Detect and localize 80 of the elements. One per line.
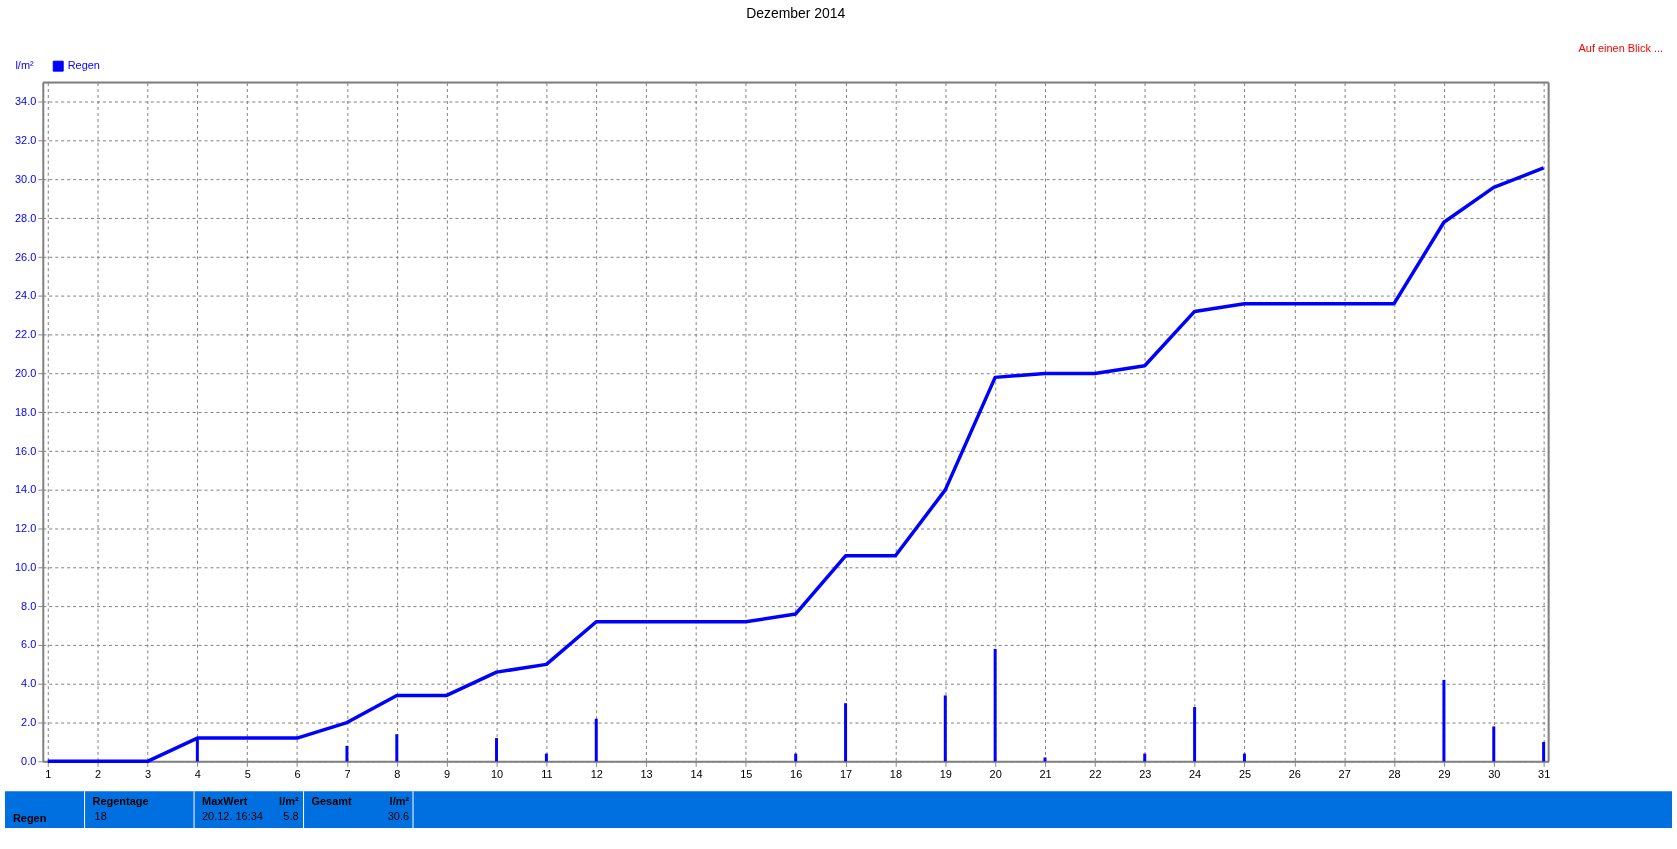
x-tick-label: 15 <box>740 767 753 780</box>
x-tick-label: 21 <box>1039 767 1052 780</box>
text: MaxWert <box>202 795 248 808</box>
x-tick-label: 5 <box>244 767 251 780</box>
x-tick-label: 7 <box>344 767 351 780</box>
bar <box>495 738 499 762</box>
x-tick-label: 26 <box>1288 767 1301 780</box>
chart-title: Dezember 2014 <box>746 4 846 21</box>
bar <box>1193 707 1197 762</box>
x-tick-label: 16 <box>790 767 803 780</box>
x-tick-label: 30 <box>1488 767 1501 780</box>
text: Regentage <box>92 795 149 808</box>
y-tick-label: 22.0 <box>15 328 37 341</box>
bar <box>594 718 598 762</box>
bar <box>395 734 399 762</box>
y-tick-label: 32.0 <box>15 134 37 147</box>
bar <box>993 648 997 762</box>
x-tick-label: 20 <box>989 767 1002 780</box>
x-tick-label: 13 <box>640 767 653 780</box>
text: l/m² <box>279 795 299 808</box>
text: Gesamt <box>311 795 352 808</box>
x-tick-label: 24 <box>1189 767 1202 780</box>
y-axis-title: l/m² <box>15 59 35 72</box>
x-tick-label: 12 <box>590 767 603 780</box>
y-tick-label: 8.0 <box>21 599 37 612</box>
text: Auf einen Blick ... <box>1578 41 1664 54</box>
x-tick-label: 19 <box>939 767 952 780</box>
bar <box>844 703 848 762</box>
bar <box>1143 753 1147 762</box>
x-tick-label: 8 <box>394 767 401 780</box>
x-tick-label: 3 <box>144 767 152 780</box>
bar <box>1442 679 1446 762</box>
x-tick-label: 28 <box>1388 767 1401 780</box>
bar <box>943 695 947 762</box>
legend-label: Regen <box>67 59 100 72</box>
y-tick-label: 26.0 <box>15 250 37 263</box>
x-tick-label: 17 <box>839 767 853 780</box>
text: Regen <box>12 812 47 825</box>
x-tick-label: 25 <box>1238 767 1252 780</box>
y-tick-label: 12.0 <box>15 522 37 535</box>
y-tick-label: 20.0 <box>15 366 37 379</box>
y-tick-label: 2.0 <box>21 716 37 729</box>
line-series <box>46 166 1546 764</box>
text: 30.6 <box>387 810 410 823</box>
x-tick-label: 27 <box>1338 767 1351 780</box>
y-tick-label: 10.0 <box>15 560 37 573</box>
bar <box>1242 753 1246 762</box>
x-tick-label: 29 <box>1438 767 1451 780</box>
bar <box>1542 741 1546 762</box>
y-tick-label: 16.0 <box>15 444 37 457</box>
x-tick-label: 18 <box>889 767 903 780</box>
bar <box>794 753 798 762</box>
x-tick-label: 31 <box>1538 767 1551 780</box>
x-tick-label: 4 <box>194 767 201 780</box>
y-tick-label: 34.0 <box>15 95 37 108</box>
x-tick-label: 11 <box>541 767 553 780</box>
x-tick-label: 14 <box>690 767 703 780</box>
text: 5.8 <box>283 810 299 823</box>
y-tick-label: 18.0 <box>15 405 37 418</box>
x-tick-label: 9 <box>444 767 451 780</box>
text: 18 <box>94 810 107 823</box>
x-tick-label: 2 <box>95 767 102 780</box>
y-tick-label: 30.0 <box>15 173 37 186</box>
x-tick-label: 6 <box>294 767 301 780</box>
bar <box>1043 757 1047 762</box>
y-tick-label: 0.0 <box>21 754 37 767</box>
x-tick-label: 22 <box>1089 767 1102 780</box>
text: l/m² <box>389 795 410 808</box>
x-tick-label: 10 <box>490 767 504 780</box>
bar <box>1492 726 1496 762</box>
y-tick-label: 28.0 <box>15 211 37 224</box>
bar <box>544 753 548 762</box>
y-tick-label: 4.0 <box>21 677 37 690</box>
text: 20.12. 16:34 <box>202 810 263 823</box>
bar <box>345 745 349 762</box>
x-tick-label: 1 <box>45 767 52 780</box>
y-tick-label: 14.0 <box>15 483 37 496</box>
y-tick-label: 6.0 <box>21 638 37 651</box>
x-tick-label: 23 <box>1139 767 1152 780</box>
y-tick-label: 24.0 <box>15 289 37 302</box>
